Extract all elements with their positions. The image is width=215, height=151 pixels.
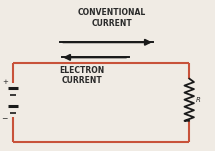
Text: CONVENTIONAL
CURRENT: CONVENTIONAL CURRENT xyxy=(78,8,146,28)
Text: +: + xyxy=(2,79,8,85)
Text: R: R xyxy=(196,97,201,103)
Text: ELECTRON
CURRENT: ELECTRON CURRENT xyxy=(59,66,104,85)
Text: −: − xyxy=(2,114,8,123)
